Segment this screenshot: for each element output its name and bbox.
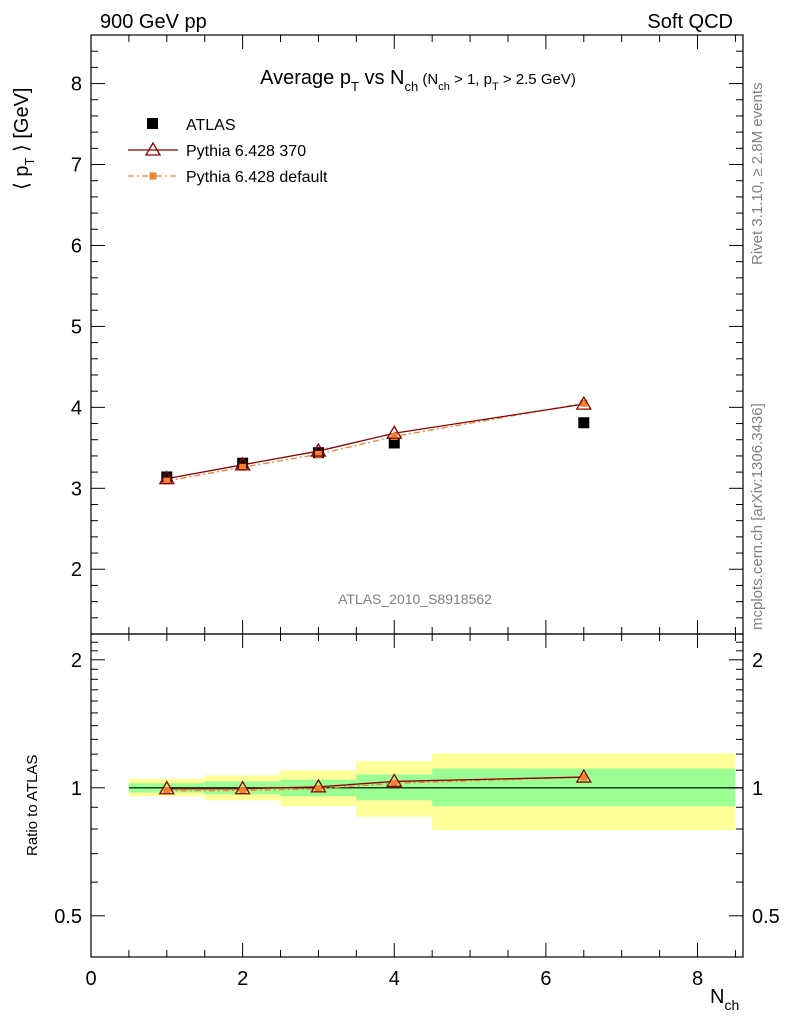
main-pdef-point (239, 463, 247, 471)
legend: ATLAS Pythia 6.428 370 Pythia 6.428 defa… (128, 117, 328, 186)
ratio-p370-point (575, 768, 592, 783)
main-pdef-point (314, 450, 322, 458)
x-tick-label: 8 (692, 968, 703, 990)
main-atlas-point (161, 471, 173, 483)
main-p370-point (310, 442, 327, 457)
ratio-y-tick-label-right: 2 (752, 650, 763, 672)
ratio-p370-point (234, 780, 251, 795)
ratio-y-tick-label: 0.5 (54, 906, 82, 928)
ratio-y-tick-label-right: 0.5 (752, 906, 780, 928)
main-y-tick-label: 3 (71, 478, 82, 500)
ratio-y-tick-label: 2 (71, 650, 82, 672)
main-pdef-line (166, 402, 584, 482)
mcplots-label: mcplots.cern.ch [arXiv:1306.3436] (749, 403, 766, 630)
main-y-axis-label: ⟨ pT ⟩ [GeV] (11, 88, 37, 191)
x-tick-label: 6 (540, 968, 551, 990)
ratio-p370-point (158, 780, 175, 795)
main-p370-point (386, 424, 403, 439)
legend-pdef-label: Pythia 6.428 default (186, 169, 328, 186)
x-tick-label: 0 (85, 968, 96, 990)
x-tick-label: 4 (389, 968, 400, 990)
ratio-pdef-line (166, 776, 584, 792)
main-p370-point (575, 395, 592, 410)
ratio-y-tick-label: 1 (71, 778, 82, 800)
legend-atlas-marker (147, 118, 158, 129)
ratio-pdef-point (580, 773, 588, 781)
legend-atlas-label: ATLAS (186, 117, 236, 134)
main-y-tick-label: 7 (71, 155, 82, 177)
main-atlas-point (388, 437, 400, 449)
chart-title: Average pT vs Nch (Nch > 1, pT > 2.5 GeV… (260, 67, 576, 94)
header-right: Soft QCD (647, 11, 733, 33)
analysis-watermark: ATLAS_2010_S8918562 (338, 591, 492, 607)
main-atlas-point (578, 417, 590, 429)
main-pdef-point (390, 432, 398, 440)
ratio-p370-point (310, 778, 327, 793)
header-left: 900 GeV pp (100, 11, 207, 33)
main-atlas-point (237, 457, 249, 469)
main-y-tick-label: 8 (71, 74, 82, 96)
ratio-pdef-point (390, 779, 398, 787)
ratio-pdef-point (314, 785, 322, 793)
main-pdef-point (163, 477, 171, 485)
ratio-frame (90, 633, 744, 958)
ratio-pdef-point (239, 787, 247, 795)
main-pdef-point (580, 399, 588, 407)
ratio-y-tick-label-right: 1 (752, 778, 763, 800)
main-y-tick-label: 5 (71, 316, 82, 338)
legend-p370-marker (144, 141, 162, 156)
main-y-tick-label: 2 (71, 559, 82, 581)
main-p370-point (234, 456, 251, 471)
main-y-tick-label: 6 (71, 235, 82, 257)
rivet-label: Rivet 3.1.10, ≥ 2.8M events (749, 83, 766, 266)
main-y-tick-label: 4 (71, 397, 82, 419)
x-tick-label: 2 (237, 968, 248, 990)
legend-p370-label: Pythia 6.428 370 (186, 143, 306, 160)
ratio-pdef-point (163, 787, 171, 795)
ratio-panel: 0 2 4 6 8 0.5 0.5 1 1 2 2 (54, 633, 780, 990)
legend-pdef-marker (149, 172, 157, 180)
main-panel: 2 3 4 5 6 7 8 (71, 34, 744, 635)
ratio-p370-point (386, 773, 403, 788)
main-p370-point (158, 470, 175, 485)
ratio-y-axis-label: Ratio to ATLAS (24, 755, 41, 856)
x-axis-label: Nch (710, 986, 739, 1013)
